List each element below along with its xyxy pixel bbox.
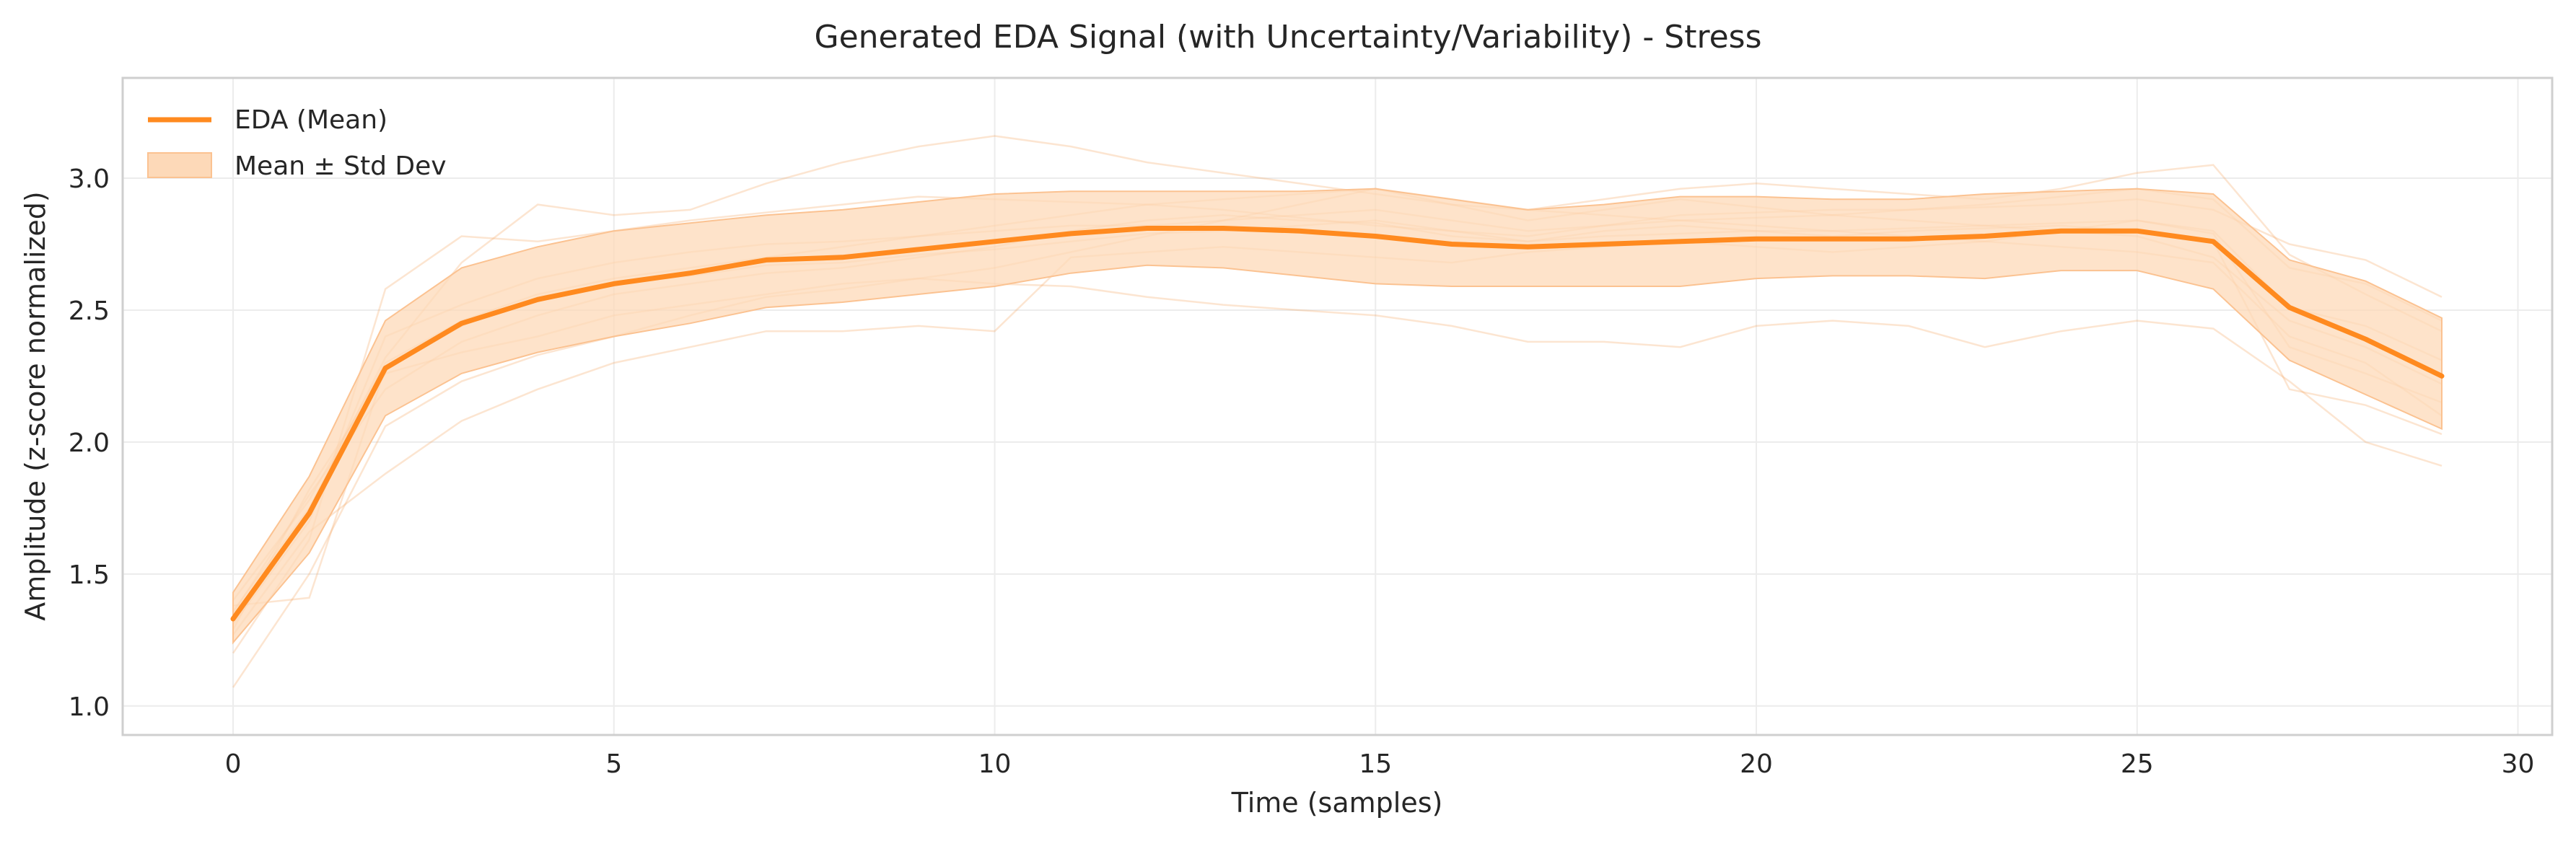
x-tick-label: 25 xyxy=(2121,749,2154,779)
legend-band-label: Mean ± Std Dev xyxy=(235,151,447,181)
x-tick-label: 0 xyxy=(225,749,242,779)
plot-area xyxy=(121,76,2554,736)
legend-band-swatch xyxy=(147,152,212,178)
y-tick-label: 2.5 xyxy=(69,296,110,326)
x-tick-label: 20 xyxy=(1740,749,1773,779)
y-tick-label: 1.5 xyxy=(69,560,110,590)
plot-background xyxy=(123,78,2552,735)
legend-mean-label: EDA (Mean) xyxy=(235,105,387,135)
x-axis-label: Time (samples) xyxy=(1231,787,1443,819)
x-tick-label: 15 xyxy=(1359,749,1392,779)
x-tick-label: 10 xyxy=(978,749,1012,779)
y-axis-label: Amplitude (z-score normalized) xyxy=(19,191,51,620)
mean-line xyxy=(230,226,2445,622)
y-tick-label: 3.0 xyxy=(69,164,110,194)
x-axis-ticks: 0 5 10 15 20 25 30 xyxy=(225,749,2535,779)
sample-trace xyxy=(232,135,2443,612)
std-dev-band xyxy=(232,188,2443,645)
x-tick-label: 5 xyxy=(605,749,622,779)
legend: EDA (Mean) Mean ± Std Dev xyxy=(147,105,447,181)
x-tick-label: 30 xyxy=(2502,749,2535,779)
chart-title: Generated EDA Signal (with Uncertainty/V… xyxy=(815,19,1762,56)
y-axis-ticks: 1.0 1.5 2.0 2.5 3.0 xyxy=(69,164,110,722)
plot-frame xyxy=(121,76,2554,736)
y-tick-label: 1.0 xyxy=(69,692,110,722)
y-tick-label: 2.0 xyxy=(69,428,110,458)
